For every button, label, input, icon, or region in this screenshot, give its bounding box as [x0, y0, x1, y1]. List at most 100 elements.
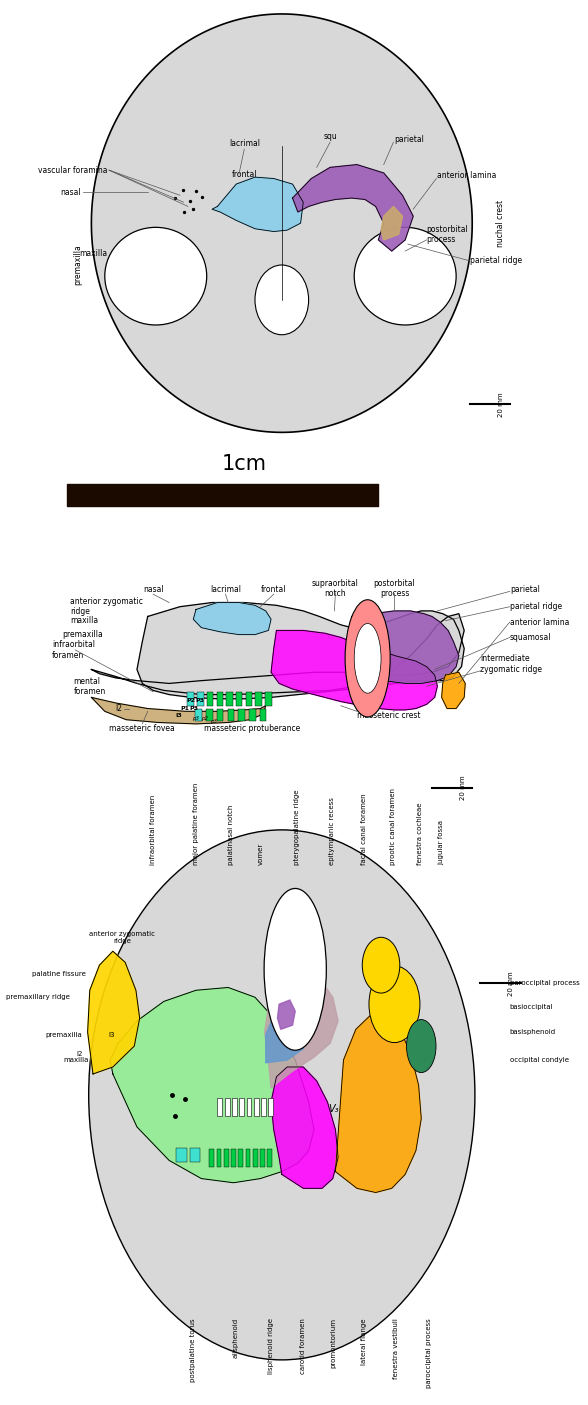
- Bar: [228, 708, 234, 721]
- Text: nasal: nasal: [60, 188, 81, 197]
- Text: parietal ridge: parietal ridge: [470, 256, 522, 266]
- Polygon shape: [271, 631, 437, 710]
- Text: maxilla: maxilla: [70, 617, 98, 625]
- Text: I2: I2: [76, 1051, 82, 1058]
- Text: nuchal crest: nuchal crest: [496, 200, 505, 247]
- Polygon shape: [442, 672, 465, 708]
- Bar: [216, 1149, 222, 1168]
- Bar: [218, 1097, 222, 1116]
- Polygon shape: [293, 164, 413, 251]
- Bar: [239, 1097, 244, 1116]
- Bar: [197, 691, 203, 705]
- Text: parietal ridge: parietal ridge: [510, 603, 562, 611]
- Text: paroccipital process: paroccipital process: [510, 981, 580, 986]
- Bar: [249, 708, 256, 721]
- Polygon shape: [137, 603, 464, 698]
- Bar: [238, 1149, 243, 1168]
- Bar: [255, 691, 262, 705]
- Bar: [238, 708, 245, 721]
- Polygon shape: [193, 603, 271, 635]
- Text: maxilla: maxilla: [79, 249, 108, 259]
- Text: squ: squ: [323, 132, 337, 140]
- Text: infraorbital foramen: infraorbital foramen: [151, 794, 156, 864]
- Text: major palatine foramen: major palatine foramen: [193, 783, 199, 864]
- Text: p3: p3: [210, 718, 216, 724]
- Ellipse shape: [362, 937, 400, 993]
- Bar: [188, 691, 194, 705]
- Bar: [246, 1149, 250, 1168]
- Bar: [224, 1149, 229, 1168]
- Polygon shape: [352, 611, 459, 683]
- Ellipse shape: [255, 266, 309, 334]
- Circle shape: [354, 624, 381, 693]
- Text: P1: P1: [180, 707, 189, 711]
- Text: 20 mm: 20 mm: [509, 971, 514, 996]
- Bar: [254, 1097, 259, 1116]
- Text: frontal: frontal: [261, 586, 286, 594]
- Polygon shape: [88, 951, 140, 1073]
- Bar: [225, 1097, 229, 1116]
- Circle shape: [264, 888, 326, 1051]
- Text: anterior zygomatic
ridge: anterior zygomatic ridge: [70, 597, 143, 617]
- Bar: [260, 708, 266, 721]
- Bar: [226, 691, 233, 705]
- Bar: [189, 1148, 201, 1162]
- Bar: [217, 708, 223, 721]
- Text: promontorium: promontorium: [330, 1318, 336, 1368]
- Bar: [216, 691, 223, 705]
- Bar: [253, 1149, 258, 1168]
- Text: supraorbital
notch: supraorbital notch: [312, 579, 359, 599]
- Text: vomer: vomer: [258, 843, 263, 864]
- Bar: [209, 1149, 214, 1168]
- Text: alisphenoid: alisphenoid: [233, 1318, 239, 1359]
- Bar: [268, 1097, 273, 1116]
- Ellipse shape: [406, 1020, 436, 1072]
- Text: parietal: parietal: [395, 135, 425, 143]
- Polygon shape: [381, 207, 403, 240]
- Bar: [261, 1097, 266, 1116]
- Text: I2: I2: [115, 704, 122, 712]
- Text: jugular fossa: jugular fossa: [439, 819, 445, 864]
- Bar: [260, 1149, 265, 1168]
- Bar: [195, 708, 202, 721]
- Text: epitympanic recess: epitympanic recess: [329, 797, 335, 864]
- Text: vascular foramina: vascular foramina: [38, 166, 108, 174]
- Bar: [231, 1149, 236, 1168]
- Bar: [265, 691, 272, 705]
- Text: frontal: frontal: [232, 170, 257, 178]
- Polygon shape: [271, 1066, 338, 1189]
- Text: 20 mm: 20 mm: [460, 776, 466, 801]
- Text: nasal: nasal: [143, 586, 163, 594]
- Polygon shape: [91, 14, 472, 433]
- Text: anterior zygomatic
ridge: anterior zygomatic ridge: [89, 930, 155, 944]
- Text: 20 mm: 20 mm: [497, 392, 504, 417]
- Text: prootic canal foramen: prootic canal foramen: [390, 788, 396, 864]
- Polygon shape: [212, 177, 303, 232]
- Text: I3: I3: [108, 1031, 115, 1038]
- Circle shape: [345, 600, 390, 717]
- Text: mental
foramen: mental foramen: [74, 677, 106, 695]
- Ellipse shape: [354, 228, 456, 325]
- Text: premaxillary ridge: premaxillary ridge: [6, 995, 70, 1000]
- Text: paroccipital process: paroccipital process: [426, 1318, 432, 1388]
- Text: infraorbital
foramen: infraorbital foramen: [52, 641, 95, 660]
- Polygon shape: [278, 1000, 295, 1030]
- Bar: [176, 1148, 187, 1162]
- Text: basisphenoid: basisphenoid: [510, 1028, 556, 1035]
- Bar: [232, 1097, 237, 1116]
- Polygon shape: [91, 614, 464, 694]
- Text: fenestra vestibuli: fenestra vestibuli: [393, 1318, 399, 1378]
- Polygon shape: [110, 988, 314, 1183]
- Text: facial canal foramen: facial canal foramen: [361, 792, 367, 864]
- Text: premaxilla: premaxilla: [62, 629, 103, 639]
- Ellipse shape: [369, 965, 420, 1043]
- Text: pterygopalatine ridge: pterygopalatine ridge: [294, 790, 300, 864]
- Text: masseteric protuberance: masseteric protuberance: [204, 724, 300, 732]
- Text: basioccipital: basioccipital: [510, 1005, 553, 1010]
- Polygon shape: [266, 1007, 306, 1062]
- Text: fenestra cochleae: fenestra cochleae: [417, 802, 423, 864]
- Text: postorbital
process: postorbital process: [373, 579, 415, 599]
- Text: maxilla: maxilla: [64, 1057, 89, 1064]
- Bar: [246, 1097, 252, 1116]
- Text: parietal: parietal: [510, 586, 540, 594]
